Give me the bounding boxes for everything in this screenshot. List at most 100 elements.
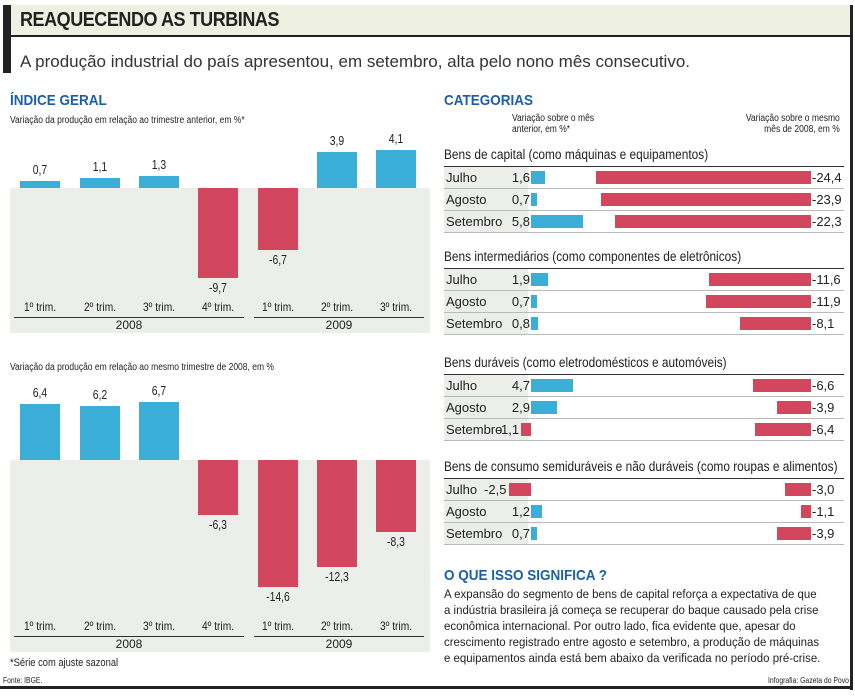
- data-label: 3,9: [329, 132, 345, 148]
- bar: [317, 151, 357, 188]
- month-label: Setembro: [444, 523, 528, 544]
- bar: [20, 404, 60, 460]
- month-label: Julho: [444, 167, 528, 188]
- source: Fonte: IBGE.: [3, 676, 43, 685]
- prev-value: 1,9: [511, 272, 530, 287]
- prev-bar: [531, 295, 538, 308]
- prev-bar: [531, 215, 584, 228]
- prev-value: 1,6: [511, 170, 530, 185]
- prev-bar: [531, 379, 574, 392]
- bottom-border: [0, 686, 853, 689]
- tick-label: 3º trim.: [379, 300, 413, 314]
- month-label: Setembro: [444, 313, 528, 334]
- prev-value: -1,1: [496, 422, 520, 437]
- yoy-bar: [776, 527, 811, 540]
- data-label: -14,6: [266, 589, 290, 605]
- yoy-value: -3,9: [812, 526, 835, 541]
- category-row: Agosto 2,9 -3,9: [444, 397, 844, 419]
- meaning-title: O QUE ISSO SIGNIFICA ?: [444, 567, 608, 584]
- data-label: 6,7: [151, 382, 167, 398]
- month-label: Agosto: [444, 189, 528, 210]
- month-label: Agosto: [444, 397, 528, 418]
- category-title: Bens de capital (como máquinas e equipam…: [444, 147, 709, 162]
- category-row: Julho 1,6 -24,4: [444, 167, 844, 189]
- group-line: [14, 317, 244, 318]
- category-line: [444, 374, 844, 375]
- bar: [317, 460, 357, 567]
- header-bar: [3, 5, 851, 37]
- group-label: 2008: [115, 637, 143, 651]
- yoy-value: -6,6: [812, 378, 835, 393]
- month-label: Agosto: [444, 501, 528, 522]
- yoy-bar: [614, 215, 811, 228]
- data-label: 6,4: [32, 385, 48, 401]
- bar: [376, 460, 416, 533]
- yoy-bar: [600, 193, 811, 206]
- data-label: -12,3: [325, 569, 349, 584]
- category-line: [444, 268, 844, 269]
- page-subtitle: A produção industrial do país apresentou…: [20, 52, 691, 71]
- group-line: [254, 636, 424, 637]
- chart2-title: Variação da produção em relação ao mesmo…: [10, 362, 274, 373]
- data-label: 1,3: [151, 156, 167, 172]
- group-line: [14, 636, 244, 637]
- data-label: -8,3: [387, 534, 405, 550]
- tick-label: 2º trim.: [320, 300, 354, 314]
- prev-bar: [521, 423, 531, 436]
- accent-bar: [3, 5, 11, 73]
- tick-label: 4º trim.: [201, 300, 235, 314]
- credit: Infografia: Gazeta do Povo: [768, 676, 849, 685]
- col-left-header: Variação sobre o mês anterior, em %*: [512, 113, 595, 135]
- prev-value: 0,8: [511, 316, 530, 331]
- prev-bar: [531, 505, 542, 518]
- category-row: Setembro 0,8 -8,1: [444, 313, 844, 335]
- prev-value: 5,8: [511, 214, 530, 229]
- group-label: 2009: [325, 637, 353, 651]
- meaning-text: A expansão do segmento de bens de capita…: [444, 587, 821, 665]
- tick-label: 4º trim.: [201, 619, 235, 633]
- yoy-value: -1,1: [812, 504, 835, 519]
- bar: [20, 181, 60, 188]
- yoy-value: -11,9: [812, 294, 841, 309]
- yoy-value: -8,1: [812, 316, 835, 331]
- yoy-value: -3,9: [812, 400, 835, 415]
- tick-label: 1º trim.: [261, 619, 295, 633]
- tick-label: 1º trim.: [23, 300, 57, 314]
- category-title: Bens intermediários (como componentes de…: [444, 249, 742, 264]
- yoy-value: -24,4: [812, 170, 842, 185]
- prev-bar: [531, 171, 546, 184]
- bar: [139, 401, 179, 460]
- month-label: Agosto: [444, 291, 528, 312]
- tick-label: 3º trim.: [142, 619, 176, 633]
- group-label: 2009: [325, 318, 353, 332]
- tick-label: 2º trim.: [83, 300, 117, 314]
- bar: [80, 177, 120, 188]
- tick-label: 2º trim.: [83, 619, 117, 633]
- data-label: 4,1: [388, 130, 404, 146]
- yoy-value: -22,3: [812, 214, 842, 229]
- yoy-bar: [801, 505, 811, 518]
- prev-value: 2,9: [511, 400, 530, 415]
- section-title-categorias: CATEGORIAS: [444, 92, 534, 109]
- category-line: [444, 166, 844, 167]
- section-title-indice: ÍNDICE GERAL: [10, 92, 107, 109]
- yoy-bar: [739, 317, 811, 330]
- data-label: -6,3: [209, 516, 227, 532]
- category-row: Agosto 0,7 -23,9: [444, 189, 844, 211]
- category-row: Julho 4,7 -6,6: [444, 375, 844, 397]
- bar: [198, 460, 238, 515]
- prev-value: 4,7: [511, 378, 530, 393]
- tick-label: 3º trim.: [379, 619, 413, 633]
- category-row: Agosto 0,7 -11,9: [444, 291, 844, 313]
- bar: [258, 188, 298, 251]
- prev-bar: [531, 527, 538, 540]
- yoy-bar: [784, 483, 811, 496]
- yoy-bar: [752, 379, 811, 392]
- data-label: -9,7: [209, 280, 227, 296]
- month-label: Setembro: [444, 419, 528, 440]
- yoy-bar: [776, 401, 811, 414]
- prev-value: 0,7: [511, 294, 530, 309]
- prev-bar: [531, 193, 538, 206]
- group-line: [254, 317, 424, 318]
- chart1-title: Variação da produção em relação ao trime…: [10, 115, 245, 126]
